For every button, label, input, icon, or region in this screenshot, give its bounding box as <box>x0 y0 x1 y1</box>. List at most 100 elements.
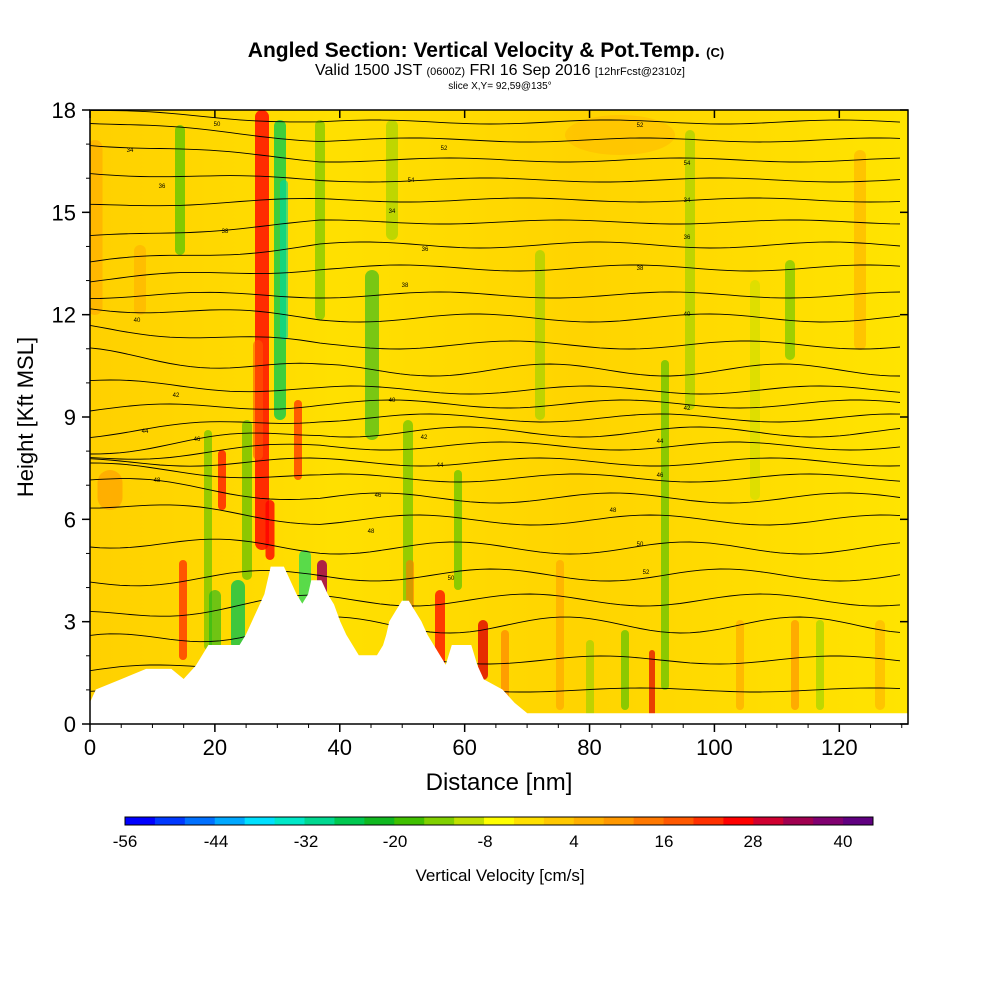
velocity-streak <box>649 650 655 724</box>
colorbar-tick-label: 40 <box>834 832 853 851</box>
theta-contour <box>90 457 901 467</box>
contour-label: 48 <box>154 478 161 484</box>
theta-contour <box>90 462 901 483</box>
theta-contour <box>90 219 901 237</box>
plot-area: 34 36 38 40 42 44 46 48 50 52 54 34 36 38 40 42 44 46 48 50… <box>90 110 908 724</box>
contour-label: 36 <box>684 235 691 241</box>
theta-contour <box>90 241 901 263</box>
velocity-streak <box>365 270 379 440</box>
theta-contour <box>90 504 901 526</box>
velocity-streak <box>231 580 245 650</box>
x-tick-label: 120 <box>821 735 858 760</box>
colorbar-swatch <box>693 817 724 825</box>
theta-contour <box>90 399 901 412</box>
x-tick-label: 20 <box>203 735 227 760</box>
theta-contour <box>90 291 901 300</box>
chart-title: Angled Section: Vertical Velocity & Pot.… <box>248 39 724 62</box>
y-tick-label: 18 <box>52 98 76 123</box>
velocity-streak <box>175 125 185 255</box>
colorbar-swatch <box>484 817 515 825</box>
colorbar-swatch <box>573 817 605 825</box>
contour-label: 36 <box>159 184 166 190</box>
velocity-streak <box>661 360 669 690</box>
contour-label: 34 <box>389 209 396 215</box>
velocity-streak <box>253 340 263 460</box>
colorbar-swatch <box>663 817 694 825</box>
velocity-streak <box>97 470 123 510</box>
contour-label: 46 <box>194 437 201 443</box>
theta-contour <box>90 123 901 143</box>
chart-title-mark: (C) <box>706 45 724 60</box>
contour-label: 36 <box>422 247 429 253</box>
x-axis: 0 20 40 60 80 100 120 <box>84 110 903 760</box>
colorbar-swatch <box>214 817 246 825</box>
velocity-streak <box>565 115 675 155</box>
velocity-streak <box>791 620 799 710</box>
velocity-streak <box>478 620 488 680</box>
colorbar-swatch <box>424 817 455 825</box>
velocity-streak <box>179 560 187 660</box>
theta-contour <box>90 308 901 323</box>
contour-label: 46 <box>375 493 382 499</box>
colorbar-tick-label: -20 <box>383 832 408 851</box>
colorbar-swatch <box>394 817 425 825</box>
chart-subtitle: Valid 1500 JST (0600Z) FRI 16 Sep 2016 [… <box>315 62 685 79</box>
colorbar-swatch <box>633 817 665 825</box>
x-tick-label: 100 <box>696 735 733 760</box>
velocity-streak <box>535 250 545 420</box>
subtitle-date: FRI 16 Sep 2016 <box>465 62 595 79</box>
contour-label: 40 <box>684 312 691 318</box>
colorbar-tick-label: -56 <box>113 832 138 851</box>
contour-label: 44 <box>142 429 149 435</box>
x-tick-label: 40 <box>328 735 352 760</box>
velocity-streak <box>736 620 744 710</box>
contour-label: 48 <box>610 508 617 514</box>
colorbar-tick-label: 4 <box>569 832 578 851</box>
contour-label: 52 <box>643 570 650 576</box>
x-tick-label: 60 <box>452 735 476 760</box>
theta-contour <box>90 324 901 350</box>
velocity-streak <box>816 620 824 710</box>
colorbar-swatch <box>843 817 874 825</box>
velocity-streak <box>294 400 302 480</box>
colorbar-tick-label: -8 <box>477 832 492 851</box>
colorbar-swatch <box>334 817 365 825</box>
y-tick-label: 3 <box>64 610 76 635</box>
colorbar-swatch <box>304 817 335 825</box>
subtitle-valid: Valid 1500 JST <box>315 62 426 79</box>
contour-label: 38 <box>402 283 409 289</box>
theta-contour <box>90 568 901 587</box>
y-axis-label: Height [Kft MSL] <box>13 337 38 497</box>
contour-label: 38 <box>637 266 644 272</box>
theta-contour <box>90 173 901 183</box>
contour-label: 50 <box>448 576 455 582</box>
velocity-streak <box>435 590 445 670</box>
contour-label: 40 <box>389 398 396 404</box>
contour-label: 42 <box>421 435 428 441</box>
contour-label: 52 <box>637 123 644 129</box>
colorbar-swatch <box>454 817 485 825</box>
contour-label: 50 <box>637 542 644 548</box>
velocity-streak <box>586 640 594 720</box>
field-background <box>90 110 908 724</box>
contour-label: 42 <box>173 393 180 399</box>
chart-subtitle2: slice X,Y= 92,59@135° <box>448 81 551 92</box>
chart-title-text: Angled Section: Vertical Velocity & Pot.… <box>248 39 700 62</box>
subtitle-fcst: [12hrFcst@2310z] <box>595 66 685 78</box>
colorbar-swatch <box>783 817 814 825</box>
theta-contours: 34 36 38 40 42 44 46 48 50 52 54 34 36 38 40 42 44 46 48 50… <box>90 110 901 693</box>
theta-contour <box>90 426 901 455</box>
colorbar-swatch <box>184 817 216 825</box>
velocity-streak <box>785 260 795 360</box>
theta-contour <box>90 264 901 283</box>
colorbar-label: Vertical Velocity [cm/s] <box>415 866 584 885</box>
colorbar-swatch <box>753 817 784 825</box>
y-tick-label: 6 <box>64 507 76 532</box>
contour-label: 42 <box>684 406 691 412</box>
velocity-streak <box>386 120 398 240</box>
contour-label: 52 <box>441 146 448 152</box>
theta-contour <box>90 197 901 207</box>
velocity-streak <box>265 500 275 560</box>
velocity-streak <box>556 560 564 710</box>
